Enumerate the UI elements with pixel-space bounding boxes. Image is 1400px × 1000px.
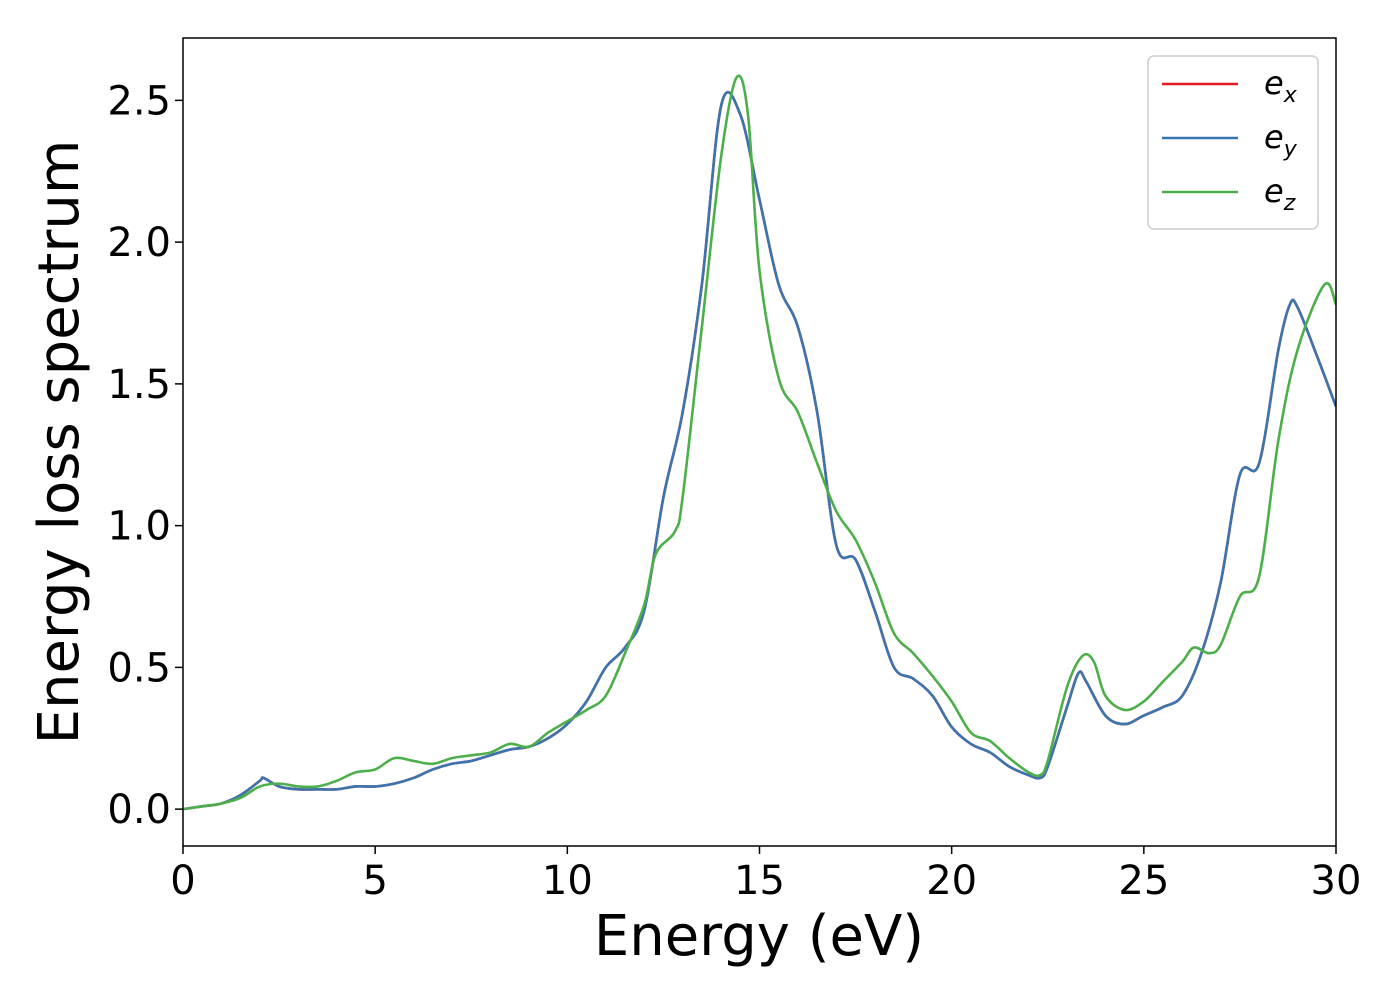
legend-label-main: e bbox=[1264, 118, 1284, 156]
legend-label-subscript: x bbox=[1283, 83, 1298, 108]
legend-label-e-z: ez bbox=[1264, 172, 1296, 216]
x-tick-label: 10 bbox=[542, 858, 593, 904]
legend-label-e-x: ex bbox=[1264, 64, 1298, 108]
series-layer bbox=[183, 74, 1336, 811]
x-tick-label: 30 bbox=[1311, 858, 1362, 904]
legend-label-subscript: y bbox=[1283, 137, 1298, 162]
y-tick-label: 2.5 bbox=[107, 78, 171, 124]
x-axis: 0 5 10 15 20 25 30 bbox=[170, 846, 1361, 904]
x-tick-label: 20 bbox=[926, 858, 977, 904]
series-line-e-z bbox=[183, 74, 1336, 811]
y-tick-label: 1.0 bbox=[107, 504, 171, 550]
y-tick-label: 0.0 bbox=[107, 787, 171, 833]
x-tick-label: 25 bbox=[1118, 858, 1169, 904]
x-axis-label: Energy (eV) bbox=[594, 904, 924, 969]
y-axis-label: Energy loss spectrum bbox=[27, 140, 92, 745]
y-tick-label: 1.5 bbox=[107, 362, 171, 408]
legend-label-e-y: ey bbox=[1264, 118, 1298, 162]
legend-frame bbox=[1147, 55, 1319, 230]
y-tick-label: 2.0 bbox=[107, 220, 171, 266]
y-axis: 0.0 0.5 1.0 1.5 2.0 2.5 bbox=[107, 78, 183, 833]
legend-label-subscript: z bbox=[1283, 191, 1296, 216]
series-line-e-y bbox=[183, 90, 1336, 811]
x-tick-label: 0 bbox=[170, 858, 195, 904]
legend-label-main: e bbox=[1264, 64, 1284, 102]
y-tick-label: 0.5 bbox=[107, 645, 171, 691]
x-tick-label: 15 bbox=[734, 858, 785, 904]
legend-label-main: e bbox=[1264, 172, 1284, 210]
x-tick-label: 5 bbox=[362, 858, 387, 904]
